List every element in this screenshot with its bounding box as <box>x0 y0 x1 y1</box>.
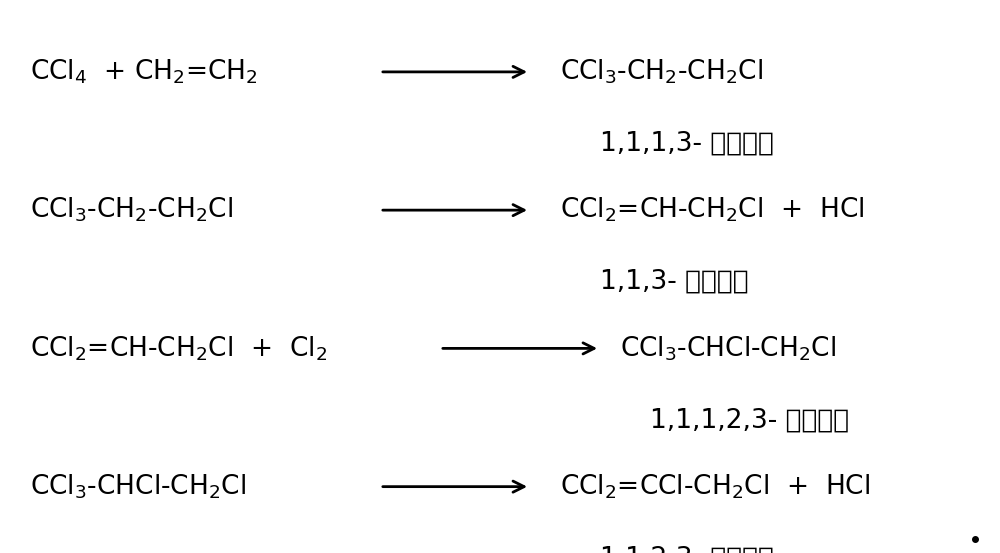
Text: 1,1,2,3- 四氯丙烯: 1,1,2,3- 四氯丙烯 <box>600 545 774 553</box>
Text: 1,1,3- 三氯丙烯: 1,1,3- 三氯丙烯 <box>600 269 749 295</box>
Text: 1,1,1,2,3- 五氯丙烷: 1,1,1,2,3- 五氯丙烷 <box>650 407 849 434</box>
Text: CCl$_2$=CH-CH$_2$Cl  +  HCl: CCl$_2$=CH-CH$_2$Cl + HCl <box>560 196 864 225</box>
Text: CCl$_4$  + CH$_2$=CH$_2$: CCl$_4$ + CH$_2$=CH$_2$ <box>30 58 258 86</box>
Text: 1,1,1,3- 四氯丙烷: 1,1,1,3- 四氯丙烷 <box>600 131 774 157</box>
Text: CCl$_2$=CH-CH$_2$Cl  +  Cl$_2$: CCl$_2$=CH-CH$_2$Cl + Cl$_2$ <box>30 334 327 363</box>
Text: CCl$_3$-CHCl-CH$_2$Cl: CCl$_3$-CHCl-CH$_2$Cl <box>30 472 246 501</box>
Text: CCl$_3$-CH$_2$-CH$_2$Cl: CCl$_3$-CH$_2$-CH$_2$Cl <box>560 58 763 86</box>
Text: CCl$_3$-CHCl-CH$_2$Cl: CCl$_3$-CHCl-CH$_2$Cl <box>620 334 836 363</box>
Text: CCl$_3$-CH$_2$-CH$_2$Cl: CCl$_3$-CH$_2$-CH$_2$Cl <box>30 196 233 225</box>
Text: CCl$_2$=CCl-CH$_2$Cl  +  HCl: CCl$_2$=CCl-CH$_2$Cl + HCl <box>560 472 870 501</box>
